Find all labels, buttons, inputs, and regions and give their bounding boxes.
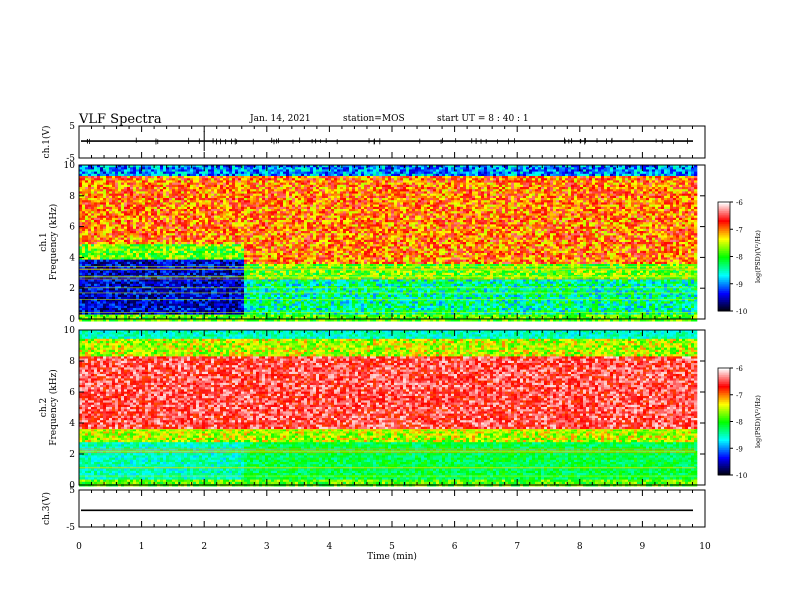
colorbar-label: log(PSD)(V²/Hz) [754,230,762,283]
y-axis-label: ch.3(V) [41,492,52,525]
x-axis-label: Time (min) [367,551,417,562]
ch1-spectrogram-image [79,165,697,322]
y-tick-label: -5 [66,523,75,533]
y-axis-label-line: ch.1 [39,232,49,251]
y-tick-label: 0 [69,315,75,325]
x-tick-label: 9 [640,542,646,552]
x-tick-label: 0 [76,542,82,552]
x-tick-label: 8 [577,542,583,552]
colorbar-tick-label: -9 [736,281,743,289]
y-tick-label: 6 [69,223,75,233]
y-axis-label: ch.1Frequency (kHz) [39,204,59,281]
y-tick-label: 5 [69,122,75,132]
y-axis-label-line: Frequency (kHz) [48,369,59,446]
y-axis-label: ch.1(V) [41,126,52,159]
y-tick-label: 2 [69,450,75,460]
y-tick-label: 8 [69,192,75,202]
y-axis-label-line: ch.2 [39,398,49,417]
x-tick-label: 2 [201,542,207,552]
colorbar-label: log(PSD)(V²/Hz) [754,395,762,448]
y-tick-label: 10 [64,161,76,171]
colorbar-tick-label: -7 [736,226,743,234]
colorbar-tick-label: -10 [736,472,747,480]
y-tick-label: 6 [69,388,75,398]
colorbar-tick-label: -10 [736,308,747,316]
colorbar-label-text: log(PSD)(V²/Hz) [754,395,762,448]
colorbar-ch2-spectrogram [718,368,730,476]
y-tick-label: 5 [69,486,75,496]
colorbar-tick-label: -6 [736,365,743,373]
x-tick-label: 3 [264,542,270,552]
y-axis-label-text: ch.1(V) [41,126,52,159]
colorbar-tick-label: -6 [736,199,743,207]
x-tick-label: 1 [139,542,145,552]
y-tick-label: 4 [69,419,75,429]
y-tick-label: 10 [64,326,76,336]
x-tick-label: 4 [327,542,333,552]
y-tick-label: 2 [69,284,75,294]
y-tick-label: 8 [69,357,75,367]
y-axis-label-text: ch.1Frequency (kHz) [39,204,59,281]
colorbar-ch1-spectrogram [718,202,730,312]
colorbar-tick-label: -8 [736,254,743,262]
y-tick-label: 4 [69,253,75,263]
ch2-spectrogram-image [79,330,697,487]
x-tick-label: 10 [699,542,711,552]
y-axis-label: ch.2Frequency (kHz) [39,369,59,446]
colorbar-tick-label: -8 [736,419,743,427]
y-axis-label-text: ch.3(V) [41,492,52,525]
colorbar-tick-label: -9 [736,445,743,453]
x-tick-label: 5 [389,542,395,552]
colorbar-label-text: log(PSD)(V²/Hz) [754,230,762,283]
x-tick-label: 6 [452,542,458,552]
colorbar-tick-label: -7 [736,392,743,400]
y-axis-label-text: ch.2Frequency (kHz) [39,369,59,446]
y-axis-label-line: Frequency (kHz) [48,204,59,281]
x-tick-label: 7 [514,542,520,552]
